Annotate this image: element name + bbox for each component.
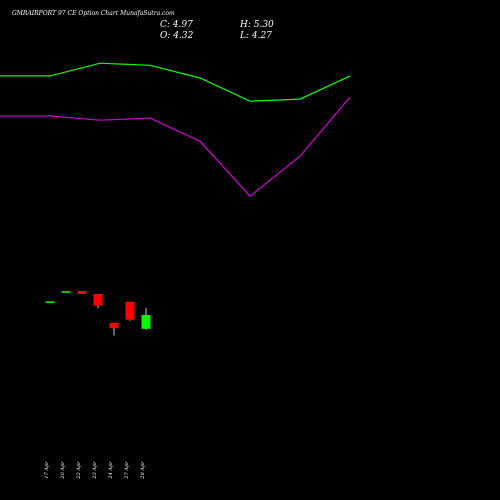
open-value: O: 4.32 bbox=[160, 31, 194, 41]
x-axis-label: 23 Apr bbox=[92, 461, 98, 480]
candle-body bbox=[61, 291, 71, 293]
indicator-line-2 bbox=[0, 96, 351, 198]
candles bbox=[45, 291, 151, 336]
candle-body bbox=[141, 315, 151, 329]
x-axis-label: 27 Apr bbox=[124, 461, 130, 480]
candle-body bbox=[125, 301, 135, 320]
candle-body bbox=[93, 293, 103, 306]
x-axis-label: 20 Apr bbox=[60, 461, 66, 480]
high-value: H: 5.30 bbox=[239, 20, 274, 30]
x-axis-labels: 17 Apr 20 Apr 22 Apr 23 Apr 24 Apr 27 Apr 28 A… bbox=[44, 461, 146, 480]
candle-body bbox=[109, 322, 119, 329]
x-axis-label: 28 Apr bbox=[140, 461, 146, 480]
chart-title: GMRAIRPORT 97 CE Option Chart MunafaSutr… bbox=[12, 10, 175, 17]
candle-body bbox=[77, 291, 87, 294]
candle-body bbox=[45, 301, 55, 303]
indicator-line-1 bbox=[0, 62, 351, 102]
low-value: L: 4.27 bbox=[239, 31, 272, 41]
indicator-lines bbox=[0, 62, 351, 198]
close-value: C: 4.97 bbox=[160, 20, 193, 30]
x-axis-label: 22 Apr bbox=[76, 461, 82, 480]
x-axis-label: 24 Apr bbox=[108, 461, 114, 480]
x-axis-label: 17 Apr bbox=[44, 461, 50, 479]
